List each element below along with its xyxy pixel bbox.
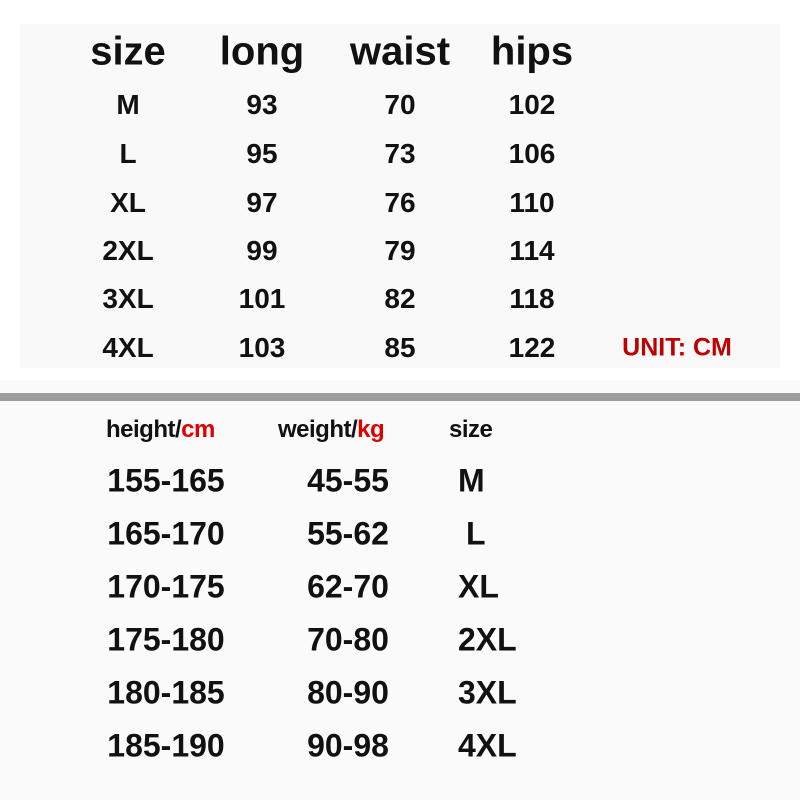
unit-label: UNIT: CM: [622, 333, 732, 362]
measurement-cell: 76: [384, 187, 416, 218]
fit-header-label: size: [449, 416, 493, 443]
measurement-cell: 102: [508, 89, 556, 120]
measurement-cell: 73: [384, 138, 416, 169]
fit-cell: 70-80: [307, 621, 389, 658]
measurement-cell: 4XL: [102, 332, 154, 363]
measurement-cell: 110: [509, 187, 555, 218]
measurement-cell: 122: [508, 332, 556, 363]
measurement-cell: 2XL: [102, 235, 154, 266]
measurement-cell: 114: [509, 235, 555, 266]
fit-header: weight/kg: [278, 416, 385, 444]
fit-cell: 170-175: [107, 568, 225, 605]
measurement-cell: 79: [384, 235, 416, 266]
fit-header-label: height/: [106, 416, 182, 443]
measurement-cell: 106: [508, 138, 556, 169]
column-header-long: long: [219, 29, 305, 74]
fit-cell: 62-70: [307, 568, 389, 605]
fit-cell: 2XL: [458, 621, 517, 658]
measurement-cell: 82: [384, 283, 416, 314]
fit-cell: 45-55: [307, 462, 389, 499]
measurement-cell: 101: [238, 283, 286, 314]
fit-header-label: weight/: [278, 416, 358, 443]
measurement-cell: L: [119, 138, 137, 169]
measurement-cell: 97: [246, 187, 278, 218]
fit-cell: 55-62: [307, 515, 389, 552]
fit-cell: XL: [458, 568, 499, 605]
fit-cell: 3XL: [458, 674, 517, 711]
fit-cell: 165-170: [107, 515, 225, 552]
measurement-cell: 70: [384, 89, 416, 120]
column-header-hips: hips: [490, 29, 574, 74]
measurement-cell: 99: [246, 235, 278, 266]
fit-cell: 90-98: [307, 727, 389, 764]
measurement-cell: 95: [246, 138, 278, 169]
divider: [0, 393, 800, 401]
fit-header-unit: cm: [181, 416, 215, 443]
measurement-table-panel: [20, 24, 780, 368]
measurement-cell: 85: [384, 332, 416, 363]
fit-header-unit: kg: [357, 416, 385, 443]
column-header-size: size: [90, 29, 166, 74]
measurement-cell: 3XL: [102, 283, 154, 314]
fit-cell: 4XL: [458, 727, 517, 764]
column-header-waist: waist: [349, 29, 451, 74]
fit-cell: 155-165: [107, 462, 225, 499]
fit-header: size: [449, 416, 493, 444]
measurement-cell: XL: [110, 187, 146, 218]
measurement-cell: 103: [238, 332, 286, 363]
measurement-cell: M: [116, 89, 140, 120]
fit-cell: 180-185: [107, 674, 225, 711]
fit-cell: 80-90: [307, 674, 389, 711]
fit-cell: 175-180: [107, 621, 225, 658]
fit-cell: M: [458, 462, 485, 499]
fit-cell: 185-190: [107, 727, 225, 764]
fit-header: height/cm: [106, 416, 215, 444]
fit-cell: L: [466, 515, 486, 552]
measurement-cell: 93: [246, 89, 278, 120]
measurement-cell: 118: [509, 283, 555, 314]
